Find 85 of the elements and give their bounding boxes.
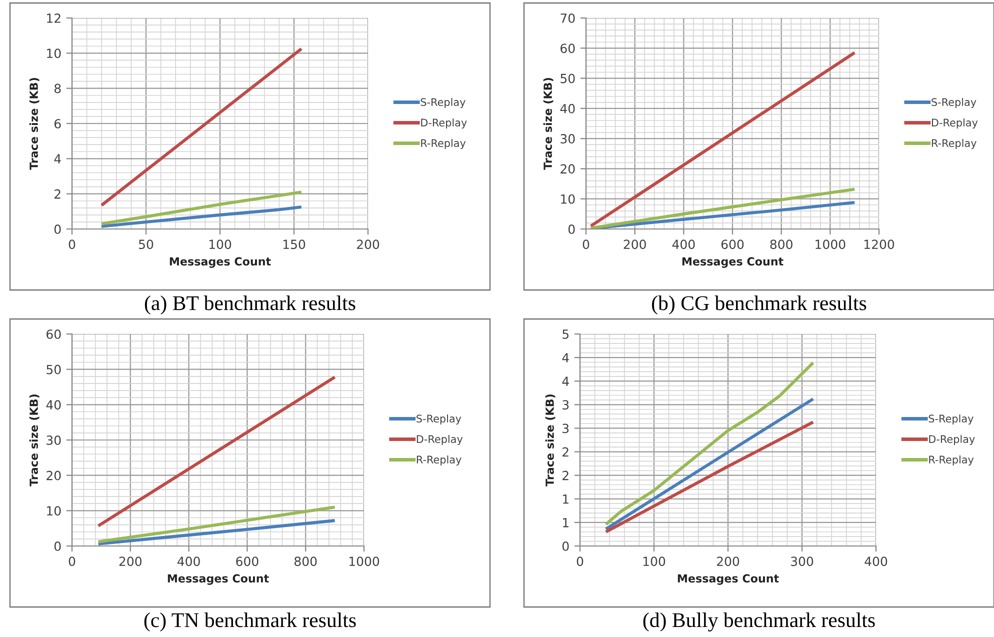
legend-label: D-Replay xyxy=(932,118,978,129)
x-axis-title: Messages Count xyxy=(682,257,784,268)
y-tick-label: 30 xyxy=(560,134,575,144)
y-tick-label: 4 xyxy=(562,353,569,362)
x-tick-label: 200 xyxy=(716,556,740,566)
y-axis-title: Trace size (KB) xyxy=(543,78,554,170)
text: (a) BT benchmark results xyxy=(144,296,356,314)
y-tick-label: 12 xyxy=(47,13,60,23)
x-tick-label: 1200 xyxy=(864,240,894,250)
x-tick-label: 50 xyxy=(139,240,154,250)
y-tick-label: 5 xyxy=(562,330,568,339)
legend-label: R-Replay xyxy=(929,455,974,466)
x-tick-label: 100 xyxy=(209,240,232,250)
y-tick-label: 10 xyxy=(47,48,61,58)
y-tick-label: 50 xyxy=(46,364,61,374)
x-tick-label: 150 xyxy=(283,240,306,250)
y-tick-label: 2 xyxy=(562,447,568,457)
legend-label: S-Replay xyxy=(932,98,976,108)
line-series xyxy=(100,190,303,226)
y-tick-label: 8 xyxy=(54,84,61,94)
y-axis-title: Trace size (KB) xyxy=(29,394,40,486)
x-tick-label: 0 xyxy=(582,240,590,250)
x-tick-label: 1000 xyxy=(349,556,380,566)
x-axis-title: Messages Count xyxy=(678,574,779,585)
y-tick-label: 50 xyxy=(560,74,575,84)
y-tick-label: 20 xyxy=(560,164,575,174)
x-tick-label: 600 xyxy=(721,240,744,250)
y-tick-label: 40 xyxy=(560,104,575,114)
x-tick-label: 400 xyxy=(672,240,695,250)
y-tick-label: 30 xyxy=(46,435,61,445)
y-tick-label: 40 xyxy=(46,400,61,410)
x-tick-label: 600 xyxy=(236,556,258,566)
line-series xyxy=(100,205,303,228)
y-tick-label: 3 xyxy=(562,400,569,410)
y-tick-label: 60 xyxy=(560,44,575,54)
line-series xyxy=(96,506,336,544)
x-tick-label: 200 xyxy=(356,240,380,250)
y-tick-label: 10 xyxy=(47,506,61,516)
line-series xyxy=(96,519,336,546)
text: (d) Bully benchmark results xyxy=(643,612,875,632)
y-tick-label: 60 xyxy=(46,329,61,339)
y-tick-label: 0 xyxy=(568,224,575,234)
legend-label: R-Replay xyxy=(421,138,466,150)
x-tick-label: 0 xyxy=(68,240,76,250)
x-tick-label: 400 xyxy=(177,556,200,566)
x-tick-label: 300 xyxy=(791,556,814,566)
y-tick-label: 20 xyxy=(46,470,61,480)
text: (c) TN benchmark results xyxy=(144,612,356,632)
x-tick-label: 800 xyxy=(294,556,317,566)
x-tick-label: 400 xyxy=(864,556,888,566)
y-axis-title: Trace size (KB) xyxy=(545,394,556,486)
x-tick-label: 1000 xyxy=(816,240,846,250)
x-tick-label: 0 xyxy=(576,556,584,566)
x-tick-label: 100 xyxy=(643,556,666,566)
line-series xyxy=(589,188,856,229)
legend-label: R-Replay xyxy=(416,455,462,466)
legend-label: D-Replay xyxy=(929,434,975,446)
x-tick-label: 0 xyxy=(68,556,76,566)
x-tick-label: 200 xyxy=(119,556,142,566)
y-tick-label: 70 xyxy=(560,13,575,23)
x-tick-label: 800 xyxy=(770,240,792,250)
y-tick-label: 0 xyxy=(562,541,569,551)
y-tick-label: 4 xyxy=(54,154,61,164)
legend-label: R-Replay xyxy=(932,138,976,150)
y-tick-label: 1 xyxy=(563,494,568,504)
line-series xyxy=(604,361,815,526)
y-tick-label: 1 xyxy=(563,518,568,528)
y-tick-label: 6 xyxy=(54,118,61,128)
legend-label: S-Replay xyxy=(420,98,466,108)
y-tick-label: 2 xyxy=(54,189,60,199)
legend-label: S-Replay xyxy=(416,414,462,425)
y-tick-label: 0 xyxy=(54,224,61,234)
legend-label: D-Replay xyxy=(416,434,463,446)
y-tick-label: 10 xyxy=(561,194,575,204)
x-tick-label: 200 xyxy=(624,240,646,250)
x-axis-title: Messages Count xyxy=(170,257,271,268)
y-tick-label: 0 xyxy=(54,541,61,551)
x-axis-title: Messages Count xyxy=(168,574,269,585)
y-axis-title: Trace size (KB) xyxy=(29,78,40,170)
text: (b) CG benchmark results xyxy=(652,296,866,314)
y-tick-label: 3 xyxy=(562,424,569,434)
legend-label: S-Replay xyxy=(928,414,974,425)
y-tick-label: 4 xyxy=(562,376,569,386)
y-tick-label: 2 xyxy=(562,470,568,480)
legend-label: D-Replay xyxy=(421,118,467,129)
